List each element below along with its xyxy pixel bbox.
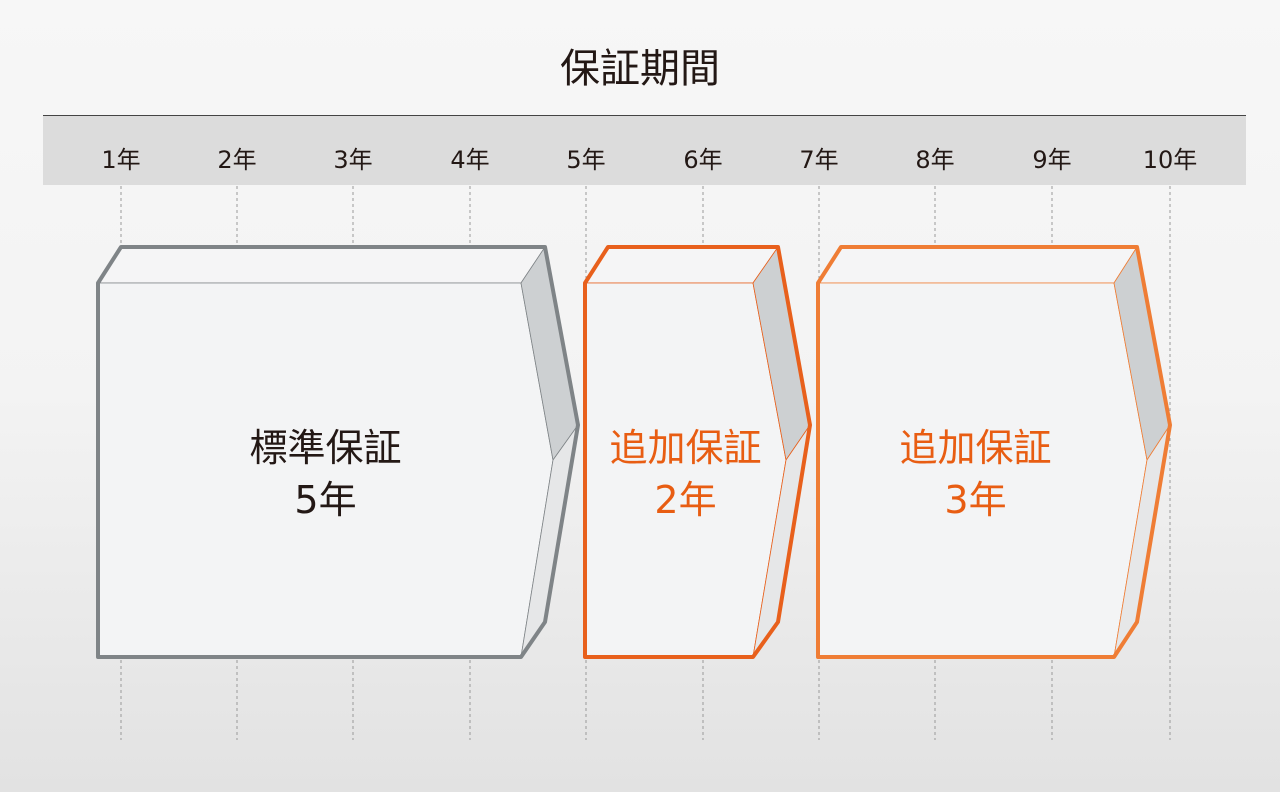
block-duration: 2年 xyxy=(654,478,717,522)
year-label: 2年 xyxy=(217,146,257,174)
block-label: 標準保証 xyxy=(249,426,402,470)
block-outline xyxy=(583,245,812,659)
block-label: 追加保証 xyxy=(609,426,762,470)
standard-warranty-label: 標準保証 5年 xyxy=(98,422,553,526)
extended-warranty-3-label: 追加保証 3年 xyxy=(818,422,1133,526)
year-label: 1年 xyxy=(101,146,141,174)
year-label: 8年 xyxy=(915,146,955,174)
block-duration: 5年 xyxy=(294,478,357,522)
year-label: 3年 xyxy=(333,146,373,174)
block-top-face xyxy=(584,246,779,284)
extended-warranty-2-label: 追加保証 2年 xyxy=(585,422,786,526)
block-duration: 3年 xyxy=(944,478,1007,522)
diagram-title: 保証期間 xyxy=(560,46,720,92)
year-label: 10年 xyxy=(1142,146,1198,174)
year-label: 7年 xyxy=(799,146,839,174)
year-label: 4年 xyxy=(450,146,490,174)
year-label: 9年 xyxy=(1032,146,1072,174)
block-label: 追加保証 xyxy=(899,426,1052,470)
year-label: 5年 xyxy=(566,146,606,174)
block-outline xyxy=(96,245,580,659)
block-top-face xyxy=(817,246,1138,284)
year-label: 6年 xyxy=(683,146,723,174)
block-top-face xyxy=(97,246,546,284)
block-outline xyxy=(816,245,1172,659)
year-header-band xyxy=(43,115,1246,185)
